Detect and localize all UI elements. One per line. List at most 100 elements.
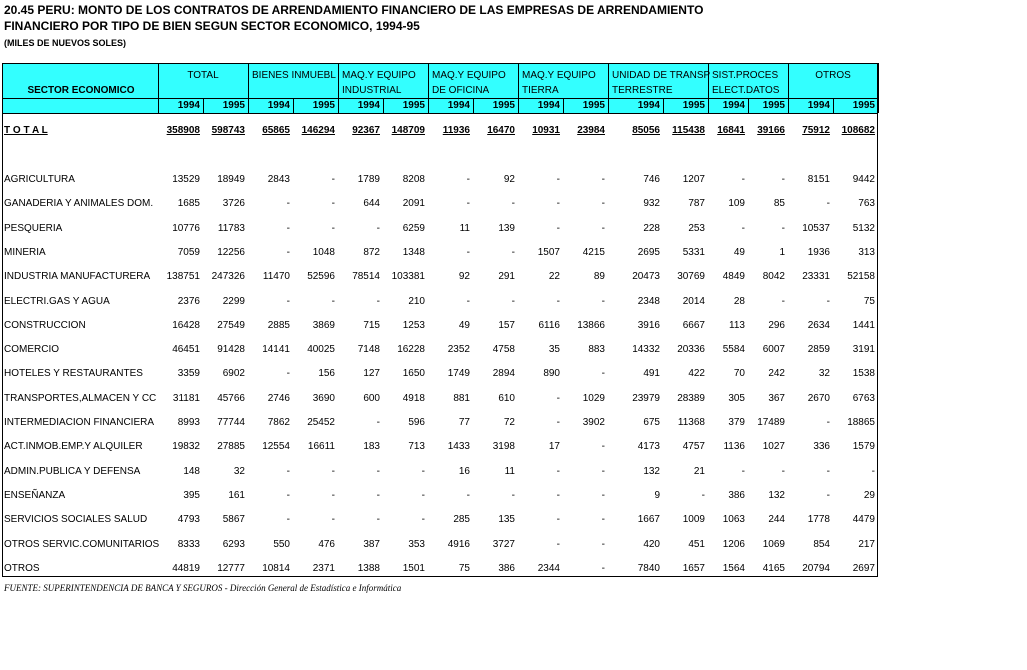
cell: 2352 xyxy=(447,344,470,356)
cell: - xyxy=(556,465,560,477)
cell: 3198 xyxy=(492,441,515,453)
cell: - xyxy=(331,198,335,210)
cell: 6667 xyxy=(682,319,705,331)
cell: 11368 xyxy=(677,417,705,428)
cell: - xyxy=(781,222,785,234)
cell: 420 xyxy=(643,538,660,550)
row-label: INTERMEDIACION FINANCIERA xyxy=(4,417,155,428)
cell: - xyxy=(286,295,290,307)
cell: - xyxy=(741,465,745,477)
cell: 854 xyxy=(813,538,830,550)
cell: 932 xyxy=(643,198,660,210)
year: 1994 xyxy=(267,100,290,111)
cell: 27885 xyxy=(217,441,245,453)
cell: 550 xyxy=(273,538,290,550)
group-label: UNIDAD DE TRANSP xyxy=(612,70,710,81)
row-label: SERVICIOS SOCIALES SALUD xyxy=(4,514,148,526)
cell: 39166 xyxy=(757,125,785,136)
cell: 115438 xyxy=(672,125,705,136)
cell: - xyxy=(511,295,515,307)
cell: 4173 xyxy=(637,441,660,453)
group-label: MAQ.Y EQUIPO xyxy=(432,70,506,81)
cell: 11 xyxy=(504,465,515,477)
cell: 1 xyxy=(779,246,785,258)
group-label: BIENES INMUEBL xyxy=(252,70,336,81)
cell: - xyxy=(741,222,745,234)
cell: 4849 xyxy=(722,271,745,283)
rule xyxy=(428,63,429,113)
title-line: 20.45 PERU: MONTO DE LOS CONTRATOS DE AR… xyxy=(4,3,704,17)
rule xyxy=(563,98,564,113)
cell: 3359 xyxy=(177,368,200,380)
cell: 28389 xyxy=(677,392,705,404)
title-line: FINANCIERO POR TIPO DE BIEN SEGUN SECTOR… xyxy=(4,19,420,33)
cell: 10537 xyxy=(802,222,830,234)
group-label: SIST.PROCES xyxy=(712,70,779,81)
row-label: OTROS xyxy=(4,562,40,574)
cell: - xyxy=(556,295,560,307)
cell: 2894 xyxy=(492,368,515,380)
year: 1995 xyxy=(852,100,875,111)
cell: 291 xyxy=(498,271,515,283)
cell: - xyxy=(286,246,290,258)
cell: 5132 xyxy=(852,222,875,234)
cell: 148 xyxy=(183,465,200,477)
cell: 8151 xyxy=(807,174,830,185)
cell: 1206 xyxy=(722,538,745,550)
cell: 31181 xyxy=(172,392,200,404)
cell: 5331 xyxy=(682,246,705,258)
cell: - xyxy=(466,174,470,185)
cell: - xyxy=(556,514,560,526)
cell: 358908 xyxy=(166,125,200,136)
cell: 7059 xyxy=(177,246,200,258)
group-label: ELECT.DATOS xyxy=(712,85,780,96)
cell: 32 xyxy=(818,368,830,380)
cell: 28 xyxy=(733,295,745,307)
cell: 14141 xyxy=(262,344,290,356)
cell: 32 xyxy=(233,465,245,477)
cell: - xyxy=(781,465,785,477)
cell: 1027 xyxy=(762,441,785,453)
cell: 109 xyxy=(728,198,745,210)
cell: 422 xyxy=(688,368,705,380)
cell: 1789 xyxy=(357,174,380,185)
table-frame xyxy=(2,63,878,577)
cell: 91428 xyxy=(217,344,245,356)
group-label: MAQ.Y EQUIPO xyxy=(342,70,416,81)
row-label: INDUSTRIA MANUFACTURERA xyxy=(4,271,151,283)
cell: - xyxy=(331,489,335,501)
cell: 7148 xyxy=(357,344,380,356)
cell: 92 xyxy=(503,174,515,185)
cell: 52158 xyxy=(847,271,875,283)
group-label: DE OFICINA xyxy=(432,85,490,96)
cell: - xyxy=(601,174,605,185)
cell: 13529 xyxy=(172,174,200,185)
cell: 70 xyxy=(733,368,745,380)
rule xyxy=(383,98,384,113)
cell: 157 xyxy=(498,319,515,331)
cell: 1388 xyxy=(357,562,380,574)
group-label: INDUSTRIAL xyxy=(342,85,402,96)
row-label: TRANSPORTES,ALMACEN Y CC xyxy=(4,392,157,404)
cell: 713 xyxy=(408,441,425,453)
cell: 19832 xyxy=(172,441,200,453)
cell: 242 xyxy=(768,368,785,380)
header-bg xyxy=(2,63,878,113)
cell: - xyxy=(556,174,560,185)
cell: 138751 xyxy=(166,271,200,283)
cell: 40025 xyxy=(307,344,335,356)
cell: 11 xyxy=(459,222,470,234)
row-label: CONSTRUCCION xyxy=(4,319,86,331)
cell: 8333 xyxy=(177,538,200,550)
year: 1994 xyxy=(722,100,745,111)
cell: 2634 xyxy=(807,319,830,331)
cell: 49 xyxy=(733,246,745,258)
row-label: COMERCIO xyxy=(4,344,59,356)
cell: 872 xyxy=(363,246,380,258)
cell: 45766 xyxy=(217,392,245,404)
cell: - xyxy=(601,489,605,501)
cell: 883 xyxy=(588,344,605,356)
cell: - xyxy=(511,246,515,258)
cell: 52596 xyxy=(307,271,335,283)
